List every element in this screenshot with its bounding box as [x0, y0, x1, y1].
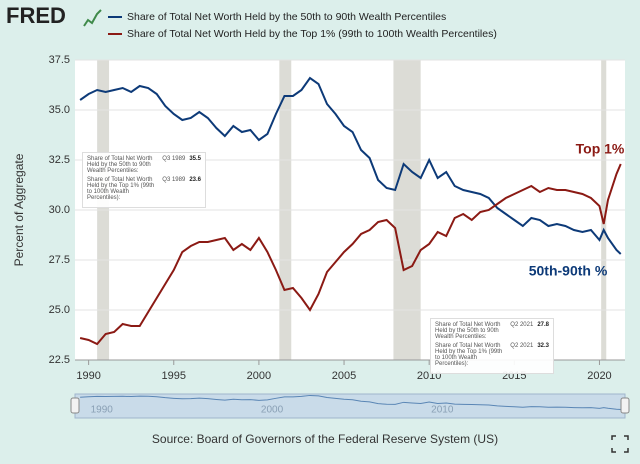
x-tick-label: 1990	[76, 370, 100, 382]
tooltip-row: Share of Total Net Worth Held by the 50t…	[435, 322, 549, 340]
y-tick-label: 27.5	[49, 254, 70, 266]
tooltip-label: Share of Total Net Worth Held by the 50t…	[435, 322, 501, 340]
fullscreen-icon[interactable]	[611, 435, 629, 453]
series-line	[79, 76, 622, 255]
y-tick-label: 22.5	[49, 354, 70, 366]
x-tick-label: 2005	[332, 370, 356, 382]
y-tick-label: 25.0	[49, 304, 70, 316]
tooltip-date: Q2 2021	[510, 343, 534, 349]
tooltip-date: Q2 2021	[510, 322, 534, 328]
navigator-bg	[74, 393, 626, 419]
y-tick-label: 37.5	[49, 54, 70, 66]
x-tick-label: 2000	[247, 370, 271, 382]
y-tick-label: 32.5	[49, 154, 70, 166]
y-tick-label: 35.0	[49, 104, 70, 116]
tooltip: Share of Total Net Worth Held by the 50t…	[430, 318, 554, 374]
navigator-label: 2010	[431, 405, 454, 416]
tooltip-row: Share of Total Net Worth Held by the Top…	[87, 177, 201, 201]
legend-label: Share of Total Net Worth Held by the Top…	[127, 28, 497, 40]
tooltip-label: Share of Total Net Worth Held by the Top…	[435, 343, 503, 367]
navigator-label: 1990	[91, 405, 114, 416]
navigator-handle[interactable]	[620, 397, 630, 414]
tooltip-label: Share of Total Net Worth Held by the 50t…	[87, 156, 153, 174]
tooltip: Share of Total Net Worth Held by the 50t…	[82, 152, 206, 208]
legend-label: Share of Total Net Worth Held by the 50t…	[127, 11, 446, 23]
y-tick-label: 30.0	[49, 204, 70, 216]
tooltip-date: Q3 1989	[162, 177, 186, 183]
logo: FRED	[6, 3, 66, 28]
tooltip-value: 27.8	[537, 322, 549, 328]
x-tick-label: 1995	[162, 370, 186, 382]
tooltip-value: 32.3	[537, 343, 549, 349]
navigator-label: 2000	[261, 405, 284, 416]
annotation: 50th-90th %	[529, 263, 608, 279]
tooltip-row: Share of Total Net Worth Held by the Top…	[435, 343, 549, 367]
logo-icon	[83, 9, 102, 27]
x-tick-label: 2020	[587, 370, 611, 382]
navigator-handle[interactable]	[70, 397, 80, 414]
tooltip-row: Share of Total Net Worth Held by the 50t…	[87, 156, 201, 174]
y-axis-label: Percent of Aggregate	[12, 153, 26, 266]
tooltip-value: 23.6	[189, 177, 201, 183]
tooltip-date: Q3 1989	[162, 156, 186, 162]
tooltip-label: Share of Total Net Worth Held by the Top…	[87, 177, 155, 201]
navigator-line	[80, 394, 621, 411]
tooltip-value: 35.5	[189, 156, 201, 162]
series-line	[79, 163, 622, 346]
source: Source: Board of Governors of the Federa…	[152, 432, 498, 446]
annotation: Top 1%	[576, 141, 625, 157]
